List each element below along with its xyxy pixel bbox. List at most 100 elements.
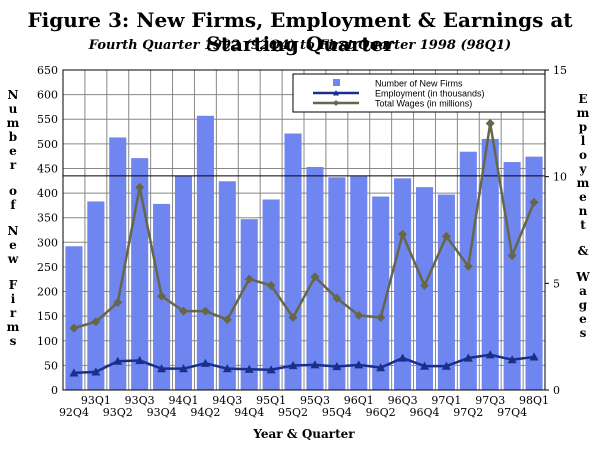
marker-employment (91, 367, 101, 376)
axis-label-letter: i (10, 292, 16, 306)
legend-entry-label: Total Wages (in millions) (375, 99, 472, 109)
axis-label-letter: o (578, 148, 587, 162)
marker-employment (441, 361, 451, 370)
marker-total-wages (463, 261, 473, 271)
bar-new-firms (65, 246, 83, 390)
axis-label-letter: o (8, 184, 17, 198)
y-tick-label-left: 100 (37, 335, 58, 348)
marker-employment (244, 364, 254, 373)
y-tick-label-right: 15 (553, 64, 567, 77)
axis-label-letter: e (9, 238, 17, 252)
x-tick-label: 94Q2 (190, 406, 220, 419)
x-tick-label: 93Q2 (103, 406, 133, 419)
bar-new-firms (372, 196, 390, 390)
marker-total-wages (376, 312, 386, 322)
bar-new-firms (87, 201, 105, 390)
x-tick-label: 94Q4 (234, 406, 264, 419)
axis-label-letter: a (579, 284, 587, 298)
axis-label-letter: e (579, 190, 587, 204)
marker-employment (179, 364, 188, 373)
marker-employment (332, 362, 342, 371)
bar-new-firms (481, 138, 499, 390)
legend-entry-label: Number of New Firms (375, 79, 463, 89)
bar-new-firms (437, 194, 455, 390)
x-tick-label: 95Q4 (322, 406, 352, 419)
marker-total-wages (113, 298, 123, 308)
x-tick-label: 93Q3 (125, 394, 155, 407)
y-tick-label-left: 650 (37, 64, 58, 77)
y-tick-label-left: 300 (37, 236, 58, 249)
marker-total-wages (332, 293, 342, 303)
marker-employment (420, 361, 429, 370)
x-tick-label: 95Q3 (300, 394, 330, 407)
axis-label-letter: p (578, 120, 588, 134)
chart-subtitle: Fourth Quarter 1992 (92Q4) to First Quar… (88, 38, 512, 53)
x-tick-label: 96Q1 (344, 394, 374, 407)
marker-total-wages (485, 118, 495, 128)
axis-label-letter: s (579, 326, 587, 340)
x-tick-label: 95Q2 (278, 406, 308, 419)
y-tick-label-left: 400 (37, 187, 58, 200)
axis-label-letter: r (9, 158, 17, 172)
x-axis-label: Year & Quarter (252, 427, 355, 441)
x-tick-label: 97Q1 (431, 394, 461, 407)
y-tick-label-left: 250 (37, 261, 58, 274)
legend-marker-total-wages (333, 100, 339, 106)
y-tick-label-right: 10 (553, 171, 567, 184)
marker-employment (376, 363, 386, 372)
y-tick-label-left: 550 (37, 113, 58, 126)
axis-label-letter: N (7, 224, 19, 238)
y-tick-label-left: 150 (37, 310, 58, 323)
bar-new-firms (218, 181, 236, 390)
line-total-wages (73, 123, 536, 330)
bar-new-firms (328, 177, 346, 390)
axis-label-letter: u (8, 102, 18, 116)
x-tick-label: 97Q3 (475, 394, 505, 407)
x-tick-label: 95Q1 (256, 394, 286, 407)
legend-swatch-new-firms (333, 79, 340, 86)
marker-employment (200, 358, 210, 367)
bar-new-firms (394, 178, 412, 390)
legend-marker-employment (333, 90, 339, 96)
marker-total-wages (200, 306, 210, 316)
chart-title: Figure 3: New Firms, Employment & Earnin… (27, 8, 573, 56)
marker-employment (463, 353, 473, 362)
axis-label-letter: y (579, 162, 587, 176)
marker-total-wages (69, 323, 79, 333)
axis-label-letter: r (9, 306, 17, 320)
axis-label-letter: l (580, 134, 586, 148)
y-tick-label-right: 5 (553, 277, 560, 290)
bar-new-firms (109, 137, 127, 390)
axis-label-letter: N (7, 88, 19, 102)
x-tick-label: 97Q4 (497, 406, 527, 419)
marker-total-wages (507, 251, 517, 261)
marker-total-wages (91, 317, 101, 327)
axis-label-letter: m (576, 106, 590, 120)
marker-employment (310, 360, 320, 369)
marker-employment (507, 355, 517, 364)
marker-total-wages (135, 182, 145, 192)
marker-total-wages (157, 291, 167, 301)
axis-label-letter: g (578, 298, 588, 312)
bar-new-firms (503, 162, 521, 390)
axis-label-letter: b (8, 130, 18, 144)
bar-new-firms (174, 175, 193, 390)
x-tick-label: 94Q1 (168, 394, 198, 407)
axis-label-letter: W (576, 270, 590, 284)
bar-new-firms (240, 219, 258, 390)
x-tick-label: 96Q3 (388, 394, 418, 407)
axis-label-letter: w (7, 252, 19, 266)
plot-border (62, 69, 546, 391)
y-tick-label-right: 0 (553, 384, 560, 397)
y-tick-label-left: 350 (37, 212, 58, 225)
axis-label-letter: s (9, 334, 17, 348)
marker-total-wages (398, 229, 408, 239)
marker-employment (222, 364, 232, 373)
marker-total-wages (266, 280, 276, 290)
axis-label-letter: F (8, 278, 18, 292)
marker-total-wages (288, 312, 298, 322)
axis-label-letter: f (10, 198, 16, 212)
x-tick-label: 96Q4 (409, 406, 439, 419)
